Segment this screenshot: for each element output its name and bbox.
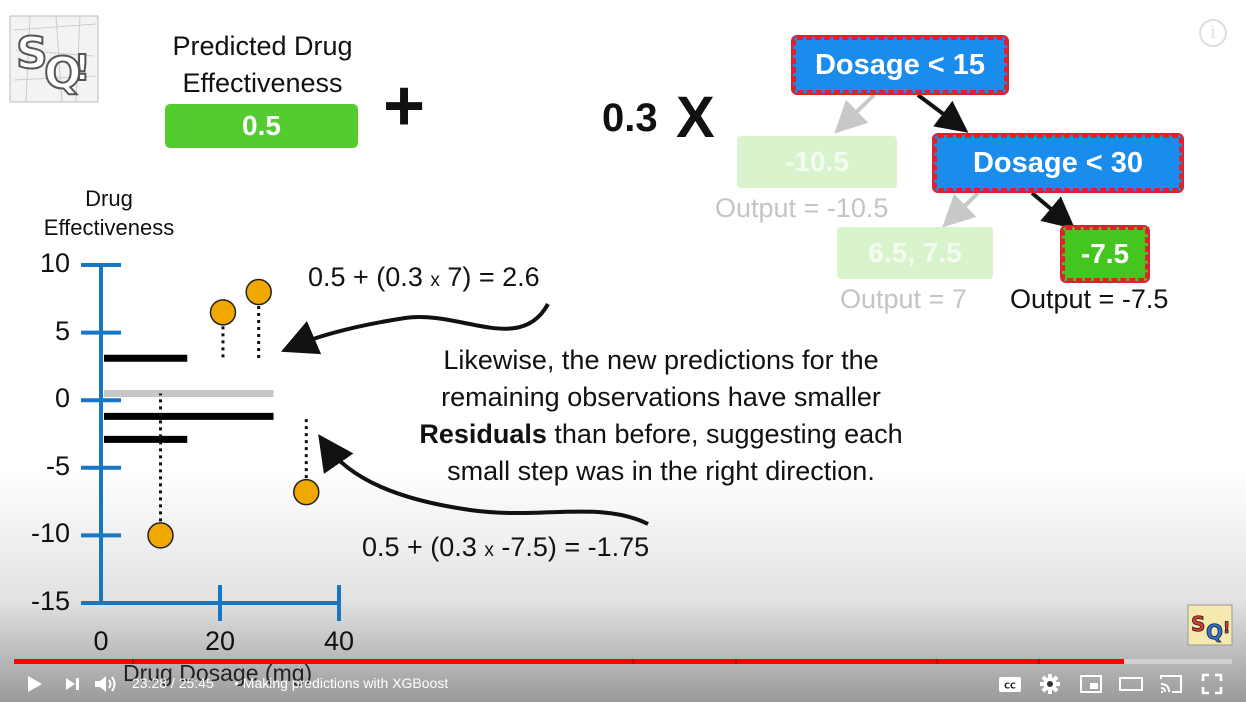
plus-sign: + [383, 66, 426, 146]
arrow-node-left [942, 191, 980, 228]
time-separator: / [167, 675, 179, 691]
next-button[interactable] [60, 670, 84, 698]
cast-icon [1160, 675, 1182, 693]
y-axis-label-line-1: Drug [85, 186, 133, 211]
tree-output-left: Output = -10.5 [715, 193, 889, 223]
play-button[interactable] [20, 670, 48, 698]
captions-button[interactable]: CC [996, 670, 1024, 698]
tree-leaf-middle: 6.5, 7.5 [837, 227, 993, 279]
svg-text:Q: Q [1206, 620, 1223, 644]
y-tick-label: 10 [39, 248, 70, 278]
fullscreen-icon [1201, 673, 1223, 695]
y-tick-label: -5 [45, 450, 70, 481]
statquest-logo: S Q ! [9, 15, 99, 103]
settings-button[interactable] [1036, 670, 1064, 698]
equation-bottom-start: 0.5 + (0.3 [362, 532, 485, 562]
svg-text:!: ! [74, 48, 90, 89]
info-icon[interactable]: i [1199, 19, 1227, 47]
x-tick-label: 0 [93, 626, 109, 656]
times-sign: X [676, 85, 715, 150]
chapter-marker [936, 659, 939, 664]
play-icon [28, 676, 42, 692]
chapter-title[interactable]: • Making predictions with XGBoost [234, 675, 449, 691]
equation-bottom: 0.5 + (0.3 x -7.5) = -1.75 [362, 532, 649, 563]
tree-root-node: Dosage < 15 [793, 37, 1007, 93]
tree-leaf-left: -10.5 [737, 136, 897, 188]
y-axis-label: Drug Effectiveness [34, 184, 184, 242]
duration: 25:45 [178, 675, 214, 691]
explanation-line-3: Residuals than before, suggesting each [376, 416, 946, 453]
chapter-marker [1038, 659, 1041, 664]
volume-icon [95, 676, 116, 692]
theater-mode-button[interactable] [1117, 670, 1145, 698]
svg-text:S: S [16, 28, 48, 79]
tree-leaf-right: -7.5 [1062, 227, 1148, 281]
tree-output-right: Output = -7.5 [1010, 284, 1169, 314]
y-tick-label: 5 [54, 315, 70, 346]
explanation-line-3-rest: than before, suggesting each [546, 419, 903, 449]
y-tick-label: -10 [30, 518, 70, 549]
learning-rate: 0.3 [602, 96, 658, 140]
svg-text:!: ! [1223, 618, 1230, 637]
arrow-to-bottom-line [318, 434, 649, 526]
captions-icon: CC [999, 677, 1021, 692]
cast-button[interactable] [1157, 670, 1185, 698]
statquest-corner-logo: S Q ! [1187, 604, 1233, 646]
equation-top-end: 7) = 2.6 [439, 262, 540, 292]
settings-icon [1040, 674, 1060, 694]
svg-text:CC: CC [1004, 682, 1016, 691]
predicted-effectiveness-title: Predicted Drug Effectiveness [140, 28, 385, 102]
data-point [209, 299, 237, 326]
arrow-to-top-line [280, 303, 550, 355]
data-point [245, 278, 272, 306]
arrow-node-right [1030, 191, 1076, 230]
player-controls: CC [0, 666, 1246, 702]
x-axis-label: Drug Dosage (mg) [123, 660, 313, 686]
current-time: 23:28 [132, 675, 168, 691]
volume-button[interactable] [92, 670, 120, 698]
arrow-root-left [834, 93, 876, 134]
title-line-2: Effectiveness [182, 68, 343, 98]
svg-text:Q: Q [44, 48, 81, 99]
chapter-marker [631, 659, 634, 664]
equation-top: 0.5 + (0.3 x 7) = 2.6 [308, 262, 540, 293]
equation-bottom-times: x [484, 540, 494, 561]
y-axis-label-line-2: Effectiveness [43, 215, 175, 240]
y-tick-label: -15 [30, 586, 70, 616]
time-display: 23:28 / 25:45 [132, 675, 214, 691]
progress-bar[interactable] [14, 659, 1232, 664]
y-tick-label: 0 [54, 383, 70, 414]
residuals-bold: Residuals [419, 419, 547, 449]
x-tick-label: 40 [324, 626, 355, 656]
miniplayer-button[interactable] [1077, 670, 1105, 698]
miniplayer-icon [1080, 675, 1102, 693]
initial-prediction-box: 0.5 [165, 104, 358, 148]
explanation-line-1: Likewise, the new predictions for the [443, 345, 879, 375]
tree-right-node: Dosage < 30 [934, 135, 1182, 191]
equation-top-start: 0.5 + (0.3 [308, 262, 431, 292]
next-icon [66, 678, 79, 690]
chapter-marker [735, 659, 738, 664]
x-tick-label: 20 [205, 626, 236, 656]
explanation-text: Likewise, the new predictions for the re… [376, 342, 946, 490]
data-point [293, 478, 320, 506]
equation-top-times: x [430, 270, 440, 291]
explanation-line-4: small step was in the right direction. [447, 456, 875, 486]
tree-output-middle: Output = 7 [840, 284, 967, 314]
progress-played [14, 659, 1124, 664]
svg-text:S: S [1191, 612, 1205, 636]
explanation-line-2: remaining observations have smaller [441, 382, 881, 412]
data-point [147, 522, 174, 549]
theater-icon [1119, 677, 1143, 691]
arrow-root-right [916, 93, 969, 133]
title-line-1: Predicted Drug [172, 31, 353, 61]
chapter-marker [132, 659, 135, 664]
fullscreen-button[interactable] [1198, 670, 1226, 698]
equation-bottom-end: -7.5) = -1.75 [493, 532, 650, 562]
